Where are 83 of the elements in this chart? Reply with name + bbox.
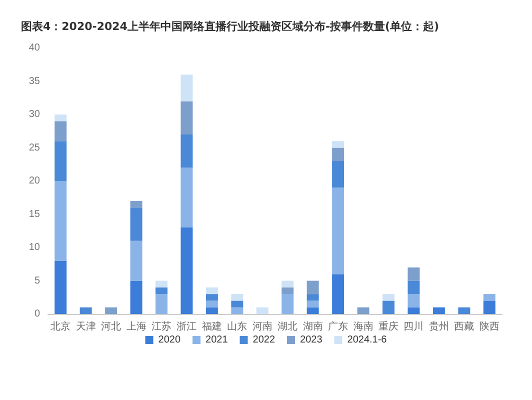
x-tick-label: 西藏 xyxy=(454,320,474,332)
bar xyxy=(306,294,319,301)
bar xyxy=(282,287,294,294)
legend-label: 2023 xyxy=(300,334,323,346)
bar xyxy=(432,307,445,314)
x-tick-label: 天津 xyxy=(76,320,96,332)
y-tick-label: 20 xyxy=(28,176,40,186)
x-tick-label: 河南 xyxy=(252,320,272,332)
bar xyxy=(54,181,67,261)
bar xyxy=(156,294,168,314)
y-tick-label: 5 xyxy=(34,275,40,286)
y-tick-label: 30 xyxy=(28,109,40,120)
x-tick-label: 贵州 xyxy=(428,320,449,332)
bar xyxy=(206,307,218,314)
bar xyxy=(206,294,218,301)
x-tick-label: 江苏 xyxy=(152,320,172,332)
bar xyxy=(156,280,168,288)
x-tick-label: 重庆 xyxy=(378,320,398,332)
bar xyxy=(156,287,168,294)
y-tick-label: 35 xyxy=(28,76,40,87)
bar xyxy=(54,260,67,314)
y-tick-label: 10 xyxy=(28,242,40,253)
bar xyxy=(357,307,370,314)
bar xyxy=(231,307,244,314)
x-tick-label: 四川 xyxy=(404,320,424,332)
bar xyxy=(256,307,268,314)
x-tick-label: 山东 xyxy=(227,320,248,332)
bar xyxy=(408,267,420,281)
bar xyxy=(54,121,67,142)
x-tick-label: 广东 xyxy=(328,320,348,332)
y-tick-label: 0 xyxy=(34,308,40,320)
x-tick-label: 上海 xyxy=(126,320,146,332)
bar xyxy=(332,148,344,162)
bar xyxy=(332,141,344,148)
x-tick-label: 浙江 xyxy=(176,320,197,332)
bar xyxy=(180,101,193,134)
bar xyxy=(332,274,344,314)
bar xyxy=(105,307,118,314)
x-tick-label: 湖南 xyxy=(302,320,323,332)
bar xyxy=(382,294,394,301)
x-tick-label: 湖北 xyxy=(278,320,298,332)
bar xyxy=(408,280,420,294)
x-tick-label: 河北 xyxy=(101,320,122,332)
bar xyxy=(231,300,244,308)
bar xyxy=(483,294,496,301)
bar xyxy=(483,300,496,314)
bar xyxy=(306,280,319,294)
bar xyxy=(80,307,92,314)
bar xyxy=(180,74,193,102)
x-tick-label: 陕西 xyxy=(479,320,500,332)
bar xyxy=(306,307,319,314)
bar xyxy=(54,141,67,181)
bar xyxy=(54,114,67,122)
bar xyxy=(306,300,319,308)
bar xyxy=(231,294,244,301)
y-tick-label: 25 xyxy=(28,142,40,154)
bar xyxy=(382,300,394,314)
bar xyxy=(206,287,218,294)
bar xyxy=(332,161,344,188)
bar xyxy=(408,307,420,314)
legend-label: 2022 xyxy=(252,334,276,346)
bar xyxy=(130,280,142,314)
legend-label: 2021 xyxy=(206,334,228,346)
bar xyxy=(130,240,142,281)
bar xyxy=(282,294,294,314)
bar xyxy=(408,294,420,308)
legend-label: 2024.1-6 xyxy=(347,334,388,346)
bar xyxy=(206,300,218,308)
bar xyxy=(332,188,344,274)
chart-title: 图表4：2020-2024上半年中国网络直播行业投融资区域分布-按事件数量(单位：起) xyxy=(21,20,440,33)
bar xyxy=(180,228,193,314)
bar xyxy=(180,168,193,228)
x-tick-label: 福建 xyxy=(202,320,222,332)
x-tick-label: 北京 xyxy=(50,320,71,332)
bar xyxy=(130,208,142,241)
y-tick-label: 40 xyxy=(28,42,40,54)
bar xyxy=(130,200,142,208)
bar xyxy=(180,134,193,168)
y-tick-label: 15 xyxy=(28,208,40,220)
bar xyxy=(282,280,294,288)
bar xyxy=(458,307,470,314)
legend-label: 2020 xyxy=(158,334,181,346)
x-tick-label: 海南 xyxy=(353,320,374,332)
